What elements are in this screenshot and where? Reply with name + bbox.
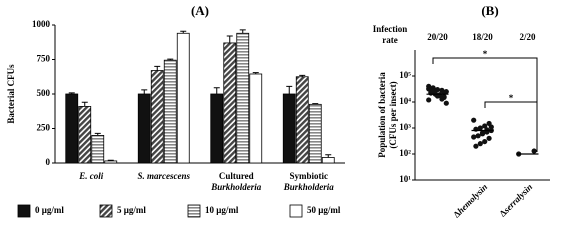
error-bar — [180, 30, 187, 34]
error-bar — [325, 154, 332, 158]
x-tick-label: Cultured — [219, 171, 254, 181]
bar — [321, 157, 335, 164]
legend-label: 0 μg/ml — [35, 205, 64, 215]
bar — [150, 70, 164, 164]
bar — [282, 93, 296, 164]
bar — [295, 76, 309, 164]
point — [477, 141, 483, 147]
y-tick-label: 10⁴ — [399, 96, 411, 106]
point — [484, 127, 490, 133]
bar — [163, 59, 177, 164]
error-bar — [81, 101, 88, 107]
y-tick-label: 10⁵ — [399, 70, 411, 80]
error-bar — [141, 89, 148, 94]
legend-swatch — [17, 204, 31, 218]
legend-swatch — [289, 204, 303, 218]
page: {"chart_data":[ {"type":"bar","title":"(… — [6, 2, 550, 220]
y-tick-label: 750 — [37, 54, 51, 64]
point — [426, 86, 432, 92]
y-tick-label: 1000 — [32, 19, 51, 29]
header-value: 18/20 — [472, 32, 493, 42]
header-label: Infection — [373, 24, 408, 34]
point — [531, 148, 537, 154]
error-bar — [239, 29, 246, 34]
x-tick-label: Symbiotic — [289, 171, 328, 181]
bar — [91, 134, 105, 164]
point — [488, 124, 494, 130]
point — [439, 96, 445, 102]
x-tick-label: Δserralysin — [497, 182, 534, 219]
x-tick-label: E. coli — [78, 171, 103, 181]
chart-title: (B) — [481, 3, 498, 18]
chart-title: (A) — [191, 3, 209, 18]
point — [430, 88, 436, 94]
significance-bracket — [432, 57, 538, 152]
point — [426, 97, 432, 103]
error-bar — [213, 87, 220, 94]
error-bar — [226, 35, 233, 43]
axis — [414, 50, 550, 181]
error-bar — [167, 58, 174, 61]
y-tick-label: 500 — [37, 88, 51, 98]
point — [434, 86, 441, 93]
point — [471, 117, 477, 123]
bar — [65, 93, 79, 164]
bar — [137, 93, 151, 164]
bar — [308, 103, 322, 164]
y-tick-label: 250 — [37, 123, 51, 133]
header-value: 2/20 — [519, 32, 536, 42]
legend-label: 10 μg/ml — [205, 205, 239, 215]
bar — [210, 93, 224, 164]
error-bar — [68, 92, 75, 94]
x-tick-label: Burkholderia — [283, 182, 335, 192]
bar — [249, 73, 263, 164]
point — [477, 125, 483, 131]
bar — [104, 160, 118, 164]
significance-mark: * — [509, 93, 514, 103]
y-tick-label: 10² — [399, 148, 411, 158]
y-tick-label: 10¹ — [399, 174, 411, 184]
error-bar — [94, 132, 101, 136]
error-bar — [107, 159, 114, 161]
y-tick-label: 10³ — [399, 122, 411, 132]
point — [475, 133, 481, 139]
point — [479, 130, 486, 136]
point — [443, 100, 449, 106]
header-value: 20/20 — [427, 32, 448, 42]
legend-label: 50 μg/ml — [307, 205, 341, 215]
error-bar — [299, 74, 306, 77]
point — [486, 135, 492, 141]
point — [482, 138, 488, 145]
legend-swatch — [187, 204, 201, 218]
x-tick-label: S. marcescens — [138, 171, 191, 181]
error-bar — [252, 72, 259, 74]
point — [471, 134, 477, 140]
x-tick-label: Δhemolysin — [451, 182, 489, 220]
bar — [78, 106, 92, 164]
error-bar — [312, 103, 319, 105]
error-bar — [286, 85, 293, 94]
x-tick-label: Burkholderia — [210, 182, 262, 192]
y-tick-label: 0 — [46, 157, 51, 167]
y-axis-label: Population of bacteria — [377, 72, 387, 158]
point — [482, 123, 488, 129]
legend-label: 5 μg/ml — [117, 205, 146, 215]
bar — [236, 32, 250, 164]
bar — [176, 32, 190, 164]
chart: (A) (B) Bacterial CFUs Population of bac… — [6, 3, 550, 220]
bar — [223, 42, 237, 164]
significance-bracket — [484, 101, 537, 108]
y-axis-label: Bacterial CFUs — [6, 64, 16, 124]
point — [473, 143, 479, 149]
y-axis-label: (CFUs per insect) — [388, 81, 398, 148]
header-label: rate — [382, 35, 398, 45]
error-bar — [154, 65, 161, 71]
significance-mark: * — [483, 49, 488, 59]
legend-swatch — [99, 204, 113, 218]
